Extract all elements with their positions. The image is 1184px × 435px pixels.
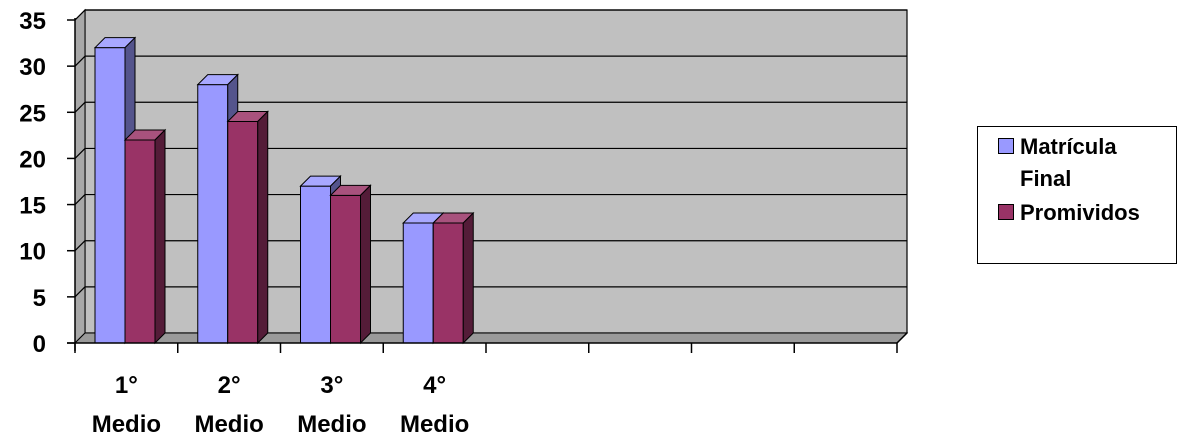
bar-matricula-final-front [197,84,229,344]
gridline [74,194,86,205]
y-tick-label: 35 [19,8,46,35]
bar-promividos-front [227,121,259,344]
bar-promividos [226,110,269,345]
x-tick-label: Medio [92,411,161,435]
y-tick-label: 10 [19,239,46,266]
x-tick-label: 2° [218,372,241,399]
legend-swatch-matricula-final [998,138,1014,154]
gridline [74,286,86,298]
x-tick-label: 4° [423,372,446,399]
legend-item-promividos: Promividos [998,197,1150,229]
bar-matricula-final-front [300,185,331,344]
bar-promividos-side [360,184,371,345]
y-tick-label: 0 [33,331,46,358]
gridline [74,9,86,21]
x-axis-depth-line [896,332,908,344]
x-tick-label: 1° [115,372,138,399]
legend-label-promividos: Promividos [1020,200,1140,225]
x-tick-label: Medio [400,411,469,435]
gridline [74,101,86,113]
bars [93,36,475,345]
legend: Matrícula Final Promividos [977,126,1177,264]
side-wall [74,8,86,345]
y-tick-label: 25 [19,100,46,127]
legend-item-matricula-final: Matrícula Final [998,131,1150,195]
y-tick-label: 5 [33,285,46,312]
x-tick-label: Medio [297,411,366,435]
legend-label-matricula-final: Matrícula Final [1020,134,1117,191]
gridline [74,148,86,159]
x-tick-label: 3° [320,372,343,399]
bar-promividos-front [432,222,464,344]
gridline [74,240,86,252]
y-tick-label: 30 [19,54,46,81]
bar-promividos [123,128,167,345]
bar-promividos-side [257,110,269,345]
bar-promividos [432,211,475,345]
x-tick-label: Medio [194,411,263,435]
bar-promividos-side [462,211,474,345]
bar-promividos-front [330,194,361,344]
bar-promividos-side [154,128,166,345]
gridline [74,55,86,67]
axes: 0 5 10 15 20 25 30 35 1° Medio 2° Medio 3° Medio 4° Med… [19,8,908,435]
y-tick-label: 20 [19,146,46,173]
legend-swatch-promividos [998,204,1014,220]
bar-promividos [329,184,372,345]
y-tick-label: 15 [19,193,46,220]
bar-promividos-front [124,139,156,344]
bar-matricula-final-front [402,222,434,344]
bar-matricula-final-front [94,47,126,344]
